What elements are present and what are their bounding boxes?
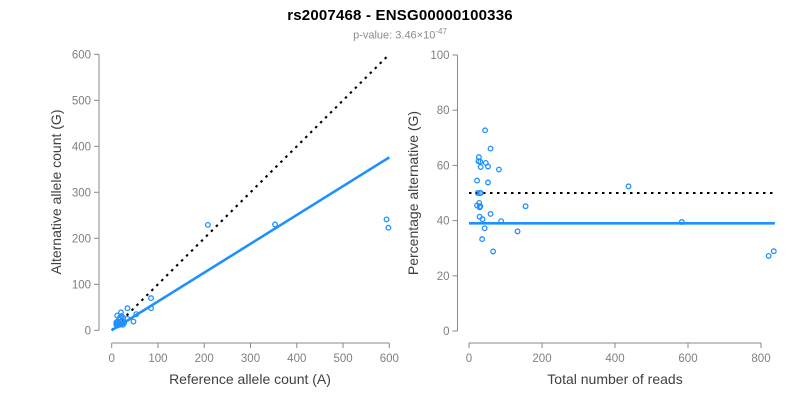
y-tick-label: 60 [437,160,450,172]
data-point [770,248,777,255]
data-points [474,127,777,259]
data-point [148,295,154,302]
data-point [474,177,480,184]
y-tick-label: 200 [72,233,91,245]
data-point [498,218,505,225]
x-tick-label: 400 [287,353,306,365]
data-point [479,236,486,243]
figure-header: rs2007468 - ENSG00000100336 p-value: 3.4… [0,0,800,42]
data-point [514,228,521,235]
data-point [119,321,126,328]
plot-right: 0 20 40 60 80 100 0 200 400 600 800 Total number of… [405,50,777,387]
data-point [118,313,125,319]
x-tick-label: 0 [108,353,114,365]
data-point [477,158,484,165]
data-point [490,248,497,255]
data-point [124,305,131,312]
data-point [477,203,484,210]
fit-line [111,156,391,332]
data-point [117,314,123,321]
y-axis-title: Percentage alternative (G) [405,111,421,275]
data-point [485,163,491,170]
x-tick-label: 600 [380,353,399,365]
y-tick-label: 100 [72,279,91,291]
x-tick-label: 600 [678,353,697,365]
y-tick-label: 600 [72,49,91,61]
plot-left: 0 100 200 300 400 500 600 0 100 200 300 400 500 600 Re… [48,49,399,387]
data-point [765,252,772,259]
data-point [474,190,481,196]
data-point [495,166,502,173]
pvalue-text: p-value: 3.46×10 [353,29,436,42]
y-tick-label: 20 [437,271,450,283]
data-point [481,225,488,232]
data-point [479,216,486,223]
x-axis: 0 200 400 600 800 [466,342,771,365]
data-point [522,203,529,210]
y-tick-label: 300 [72,187,91,199]
x-axis: 0 100 200 300 400 500 600 [108,342,399,365]
data-point [482,127,489,134]
x-tick-label: 400 [605,353,624,365]
data-point [133,311,140,318]
x-tick-label: 800 [751,353,770,365]
data-point [383,216,390,223]
identity-line [110,53,391,332]
x-tick-label: 0 [466,353,472,365]
y-axis: 0 100 200 300 400 500 600 [72,49,100,337]
figure-title: rs2007468 - ENSG00000100336 [287,7,513,24]
pvalue-exponent: -47 [435,27,447,36]
data-point [487,211,494,217]
x-axis-title: Total number of reads [547,371,682,387]
data-point [678,219,685,225]
y-tick-label: 500 [72,95,91,107]
data-point [130,318,137,325]
data-point [477,164,484,171]
data-point [477,190,484,196]
x-tick-label: 200 [532,353,551,365]
y-tick-label: 400 [72,141,91,153]
data-point [485,179,491,186]
y-tick-label: 40 [437,216,450,228]
x-tick-label: 500 [333,353,352,365]
data-point [148,305,154,312]
x-tick-label: 300 [241,353,260,365]
y-tick-label: 80 [437,105,450,117]
x-tick-label: 200 [195,353,214,365]
data-point [124,315,131,322]
y-tick-label: 100 [430,50,449,62]
y-axis: 0 20 40 60 80 100 [430,50,458,338]
y-tick-label: 0 [443,326,449,338]
data-points [113,216,392,329]
data-point [272,221,278,228]
figure-subtitle: p-value: 3.46×10-47 [0,27,800,42]
data-point [204,222,211,228]
y-tick-label: 0 [85,325,91,337]
data-point [487,145,494,152]
y-axis-title: Alternative allele count (G) [48,110,64,275]
x-axis-title: Reference allele count (A) [169,371,331,387]
data-point [385,224,392,231]
x-tick-label: 100 [148,353,167,365]
data-point [625,183,632,190]
